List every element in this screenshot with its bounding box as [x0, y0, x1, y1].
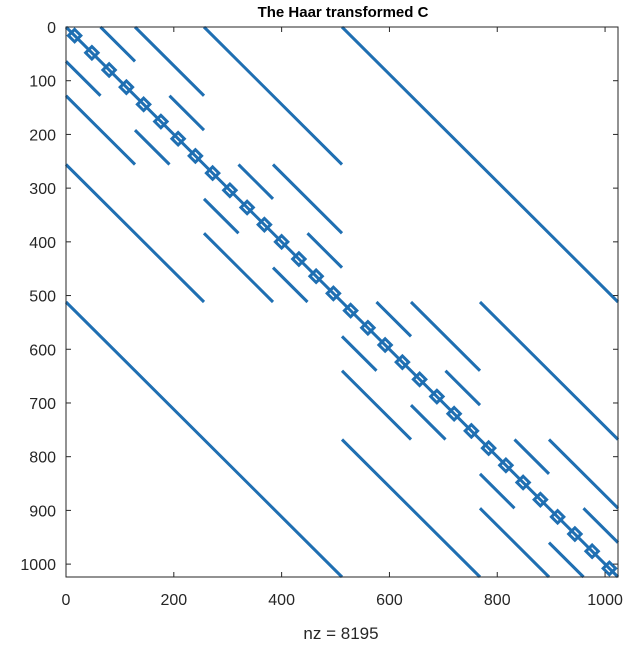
dense-block-26	[514, 474, 532, 491]
nonzero-segment-5	[478, 300, 620, 441]
nonzero-segment-30	[547, 541, 585, 579]
axes-box	[65, 26, 619, 578]
nonzero-segment-22	[271, 266, 309, 304]
dense-block-2	[100, 61, 118, 79]
nonzero-segment-10	[202, 232, 275, 304]
y-tick-label: 100	[29, 74, 56, 91]
dense-block-12	[273, 233, 290, 251]
nonzero-segment-11	[409, 300, 482, 372]
nonzero-segment-4	[64, 163, 206, 304]
dense-block-17	[359, 319, 377, 337]
dense-block-15	[325, 285, 342, 302]
y-tick-label: 900	[29, 503, 56, 520]
dense-block-20	[411, 371, 428, 388]
dense-block-9	[221, 181, 239, 199]
dense-block-31	[601, 560, 618, 577]
dense-block-10	[238, 199, 256, 216]
nonzero-segment-27	[513, 438, 551, 475]
dense-block-3	[118, 78, 135, 96]
nonzero-segment-20	[202, 197, 240, 235]
dense-block-30	[583, 542, 601, 560]
x-tick-label: 800	[484, 592, 511, 609]
x-axis: 0 200 400 600 800 1000	[62, 27, 623, 609]
nonzero-segment-1	[340, 25, 620, 304]
nonzero-segment-24	[340, 335, 378, 372]
nonzero-segment-29	[582, 507, 620, 544]
nonzero-segment-9	[271, 163, 344, 235]
x-tick-label: 400	[268, 592, 295, 609]
x-tick-label: 600	[376, 592, 403, 609]
dense-block-29	[566, 525, 584, 543]
chart-title: The Haar transformed C	[258, 4, 429, 21]
x-tick-label: 200	[160, 592, 187, 609]
nonzero-segment-25	[444, 369, 482, 407]
nonzero-segment-28	[478, 472, 516, 510]
dense-block-14	[307, 267, 325, 285]
y-tick-label: 700	[29, 396, 56, 413]
dense-block-7	[187, 147, 204, 165]
x-axis-label: nz = 8195	[303, 624, 378, 643]
dense-block-18	[376, 336, 394, 354]
y-tick-label: 1000	[20, 557, 56, 574]
dense-block-22	[445, 405, 463, 423]
nonzero-segment-19	[237, 163, 275, 200]
dense-block-27	[532, 491, 549, 508]
y-axis: 0 100 200 300 400 500 600 700 800 900 1000	[20, 20, 618, 574]
dense-block-13	[290, 250, 308, 268]
y-tick-label: 800	[29, 450, 56, 467]
dense-block-1	[83, 44, 101, 62]
dense-block-11	[256, 216, 273, 233]
nonzero-segment-23	[375, 300, 413, 338]
dense-block-8	[204, 164, 221, 182]
dense-block-21	[428, 388, 446, 405]
y-tick-label: 500	[29, 289, 56, 306]
dense-block-5	[152, 113, 170, 130]
nonzero-segment-7	[133, 25, 206, 97]
nonzero-segment-16	[64, 60, 102, 97]
dense-block-4	[135, 96, 152, 113]
y-tick-label: 400	[29, 235, 56, 252]
x-tick-label: 1000	[587, 592, 623, 609]
y-tick-label: 200	[29, 127, 56, 144]
dense-block-6	[169, 130, 187, 148]
y-tick-label: 0	[47, 20, 56, 37]
dense-block-23	[463, 422, 480, 440]
y-tick-label: 300	[29, 181, 56, 198]
nonzero-segment-2	[64, 300, 344, 579]
plot-marks	[64, 25, 620, 579]
nonzero-segment-13	[547, 438, 620, 510]
nonzero-segment-15	[99, 25, 137, 63]
nonzero-segment-12	[340, 369, 413, 441]
dense-block-28	[549, 508, 566, 526]
nonzero-segment-6	[340, 438, 482, 579]
nonzero-segment-17	[168, 94, 206, 132]
dense-block-19	[394, 353, 411, 371]
nonzero-segment-26	[409, 404, 447, 441]
nonzero-segment-8	[64, 94, 137, 166]
dense-block-24	[480, 439, 497, 457]
y-tick-label: 600	[29, 342, 56, 359]
dense-block-0	[66, 27, 83, 44]
nonzero-segment-14	[478, 507, 551, 579]
nonzero-segment-21	[306, 232, 344, 269]
nonzero-segment-3	[202, 25, 344, 166]
dense-block-16	[342, 302, 359, 319]
dense-block-25	[497, 456, 515, 474]
x-tick-label: 0	[62, 592, 71, 609]
nonzero-segment-18	[133, 129, 171, 166]
